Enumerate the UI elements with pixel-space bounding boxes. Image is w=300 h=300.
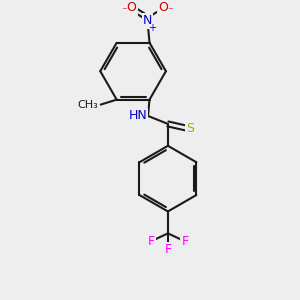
Text: +: +	[148, 23, 157, 33]
Text: ⁻: ⁻	[167, 6, 173, 16]
Text: F: F	[181, 235, 188, 248]
Text: N: N	[143, 14, 152, 27]
Text: F: F	[147, 235, 155, 248]
Text: O: O	[127, 2, 136, 14]
Text: CH₃: CH₃	[77, 100, 98, 110]
Text: F: F	[164, 243, 172, 256]
Text: O: O	[158, 2, 168, 14]
Text: HN: HN	[128, 110, 147, 122]
Text: S: S	[186, 122, 194, 135]
Text: ⁻: ⁻	[122, 6, 128, 16]
